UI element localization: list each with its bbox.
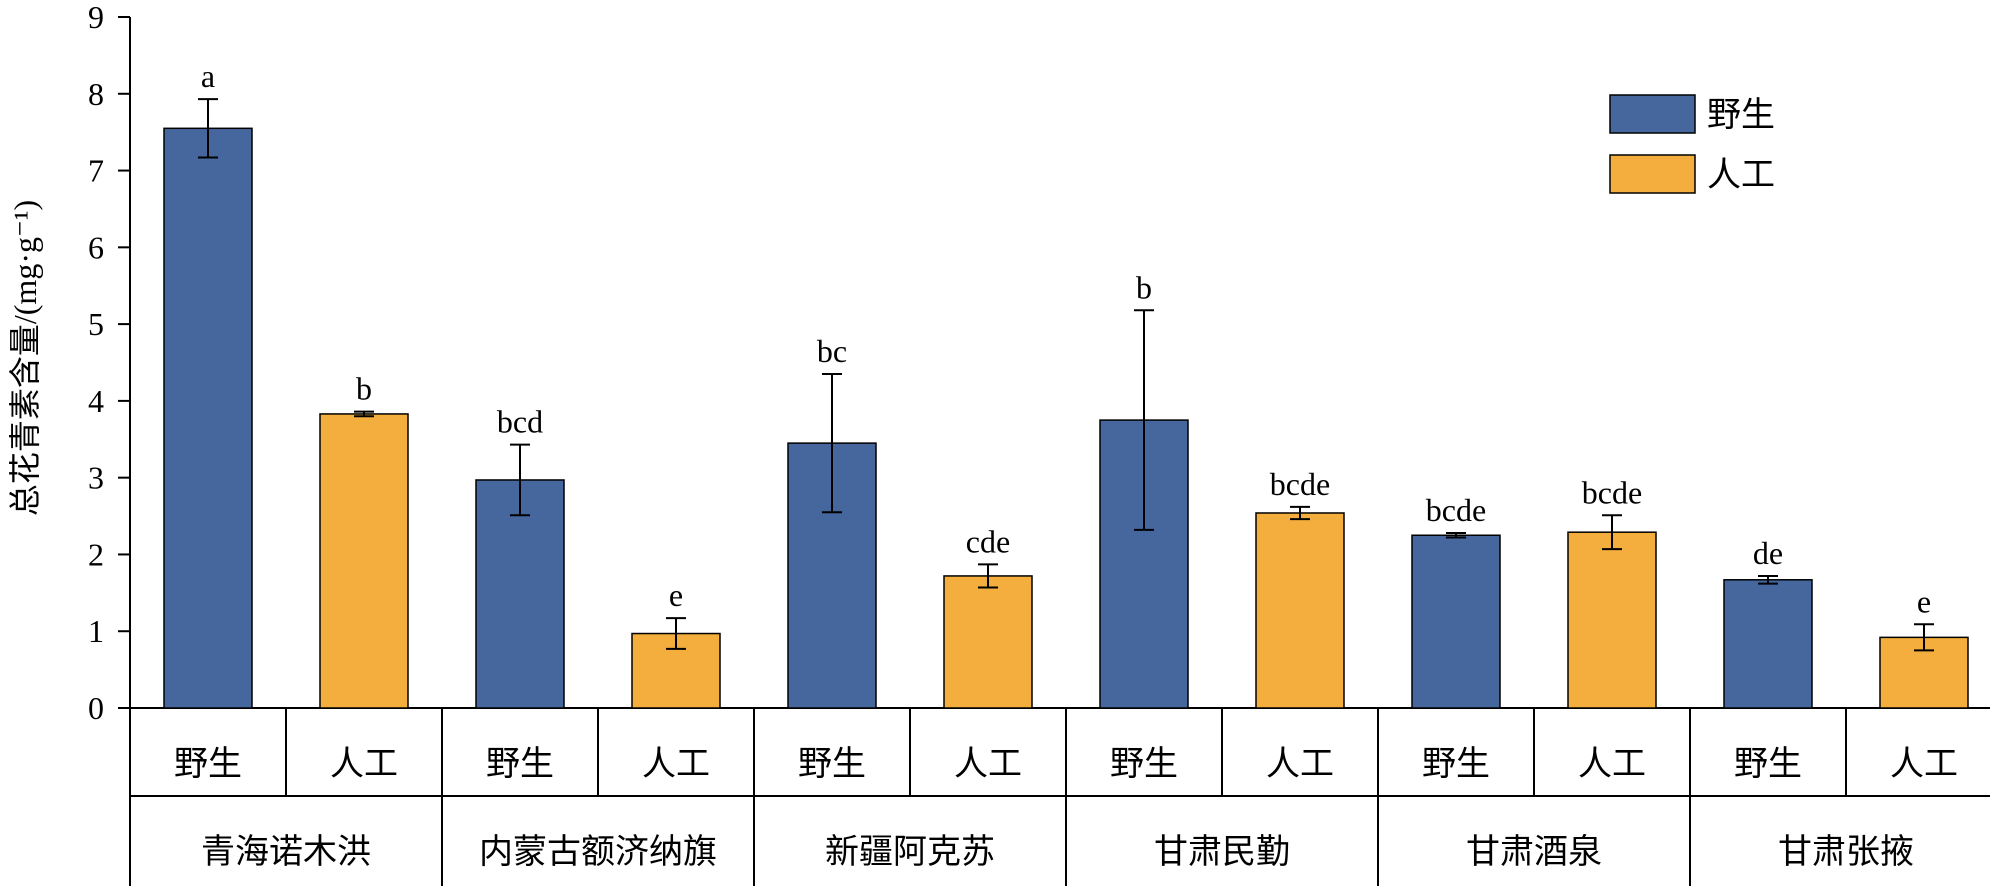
significance-label: bc (817, 333, 847, 369)
y-tick-label: 5 (88, 306, 104, 342)
x-region-label: 甘肃酒泉 (1466, 833, 1602, 871)
significance-label: cde (966, 523, 1010, 559)
bar-cultivated (943, 575, 1033, 709)
x-subcategory-label: 人工 (954, 746, 1022, 783)
significance-label: e (669, 577, 683, 613)
x-subcategory-label: 野生 (798, 745, 866, 783)
y-tick-label: 0 (88, 690, 104, 726)
bar-wild (1411, 534, 1501, 709)
significance-label: e (1917, 583, 1931, 619)
x-subcategory-label: 人工 (1578, 746, 1646, 783)
x-subcategory-label: 人工 (330, 746, 398, 783)
significance-label: b (356, 371, 372, 407)
significance-label: bcd (497, 404, 543, 440)
legend-label: 野生 (1707, 96, 1775, 134)
x-region-label: 青海诺木洪 (201, 833, 371, 871)
y-tick-label: 4 (88, 383, 104, 419)
bar-cultivated (319, 413, 409, 709)
legend-swatch (1609, 154, 1696, 194)
legend-swatch (1609, 94, 1696, 134)
y-tick-label: 1 (88, 613, 104, 649)
x-subcategory-label: 野生 (1422, 745, 1490, 783)
y-tick-label: 3 (88, 460, 104, 496)
y-tick-label: 8 (88, 76, 104, 112)
x-region-label: 甘肃张掖 (1778, 833, 1914, 871)
y-tick-label: 6 (88, 229, 104, 265)
bar-cultivated (1567, 531, 1657, 709)
significance-label: b (1136, 269, 1152, 305)
bar-wild (475, 479, 565, 709)
x-subcategory-label: 人工 (642, 746, 710, 783)
x-subcategory-label: 人工 (1890, 746, 1958, 783)
x-subcategory-label: 野生 (1734, 745, 1802, 783)
legend-label: 人工 (1707, 157, 1775, 194)
y-tick-label: 7 (88, 153, 104, 189)
x-region-label: 新疆阿克苏 (825, 833, 995, 871)
x-subcategory-label: 野生 (174, 745, 242, 783)
significance-label: bcde (1582, 474, 1642, 510)
significance-label: bcde (1426, 492, 1486, 528)
y-tick-label: 9 (88, 0, 104, 35)
bar-cultivated (1255, 512, 1345, 709)
x-subcategory-label: 人工 (1266, 746, 1334, 783)
x-subcategory-label: 野生 (1110, 745, 1178, 783)
y-tick-label: 2 (88, 536, 104, 572)
x-subcategory-label: 野生 (486, 745, 554, 783)
x-region-label: 甘肃民勤 (1154, 834, 1290, 871)
x-region-label: 内蒙古额济纳旗 (479, 833, 717, 871)
significance-label: bcde (1270, 466, 1330, 502)
significance-label: de (1753, 535, 1783, 571)
bar-wild (163, 127, 253, 709)
y-axis-title: 总花青素含量/(mg·g⁻¹) (7, 200, 43, 516)
significance-label: a (201, 58, 215, 94)
bar-wild (1723, 579, 1813, 709)
